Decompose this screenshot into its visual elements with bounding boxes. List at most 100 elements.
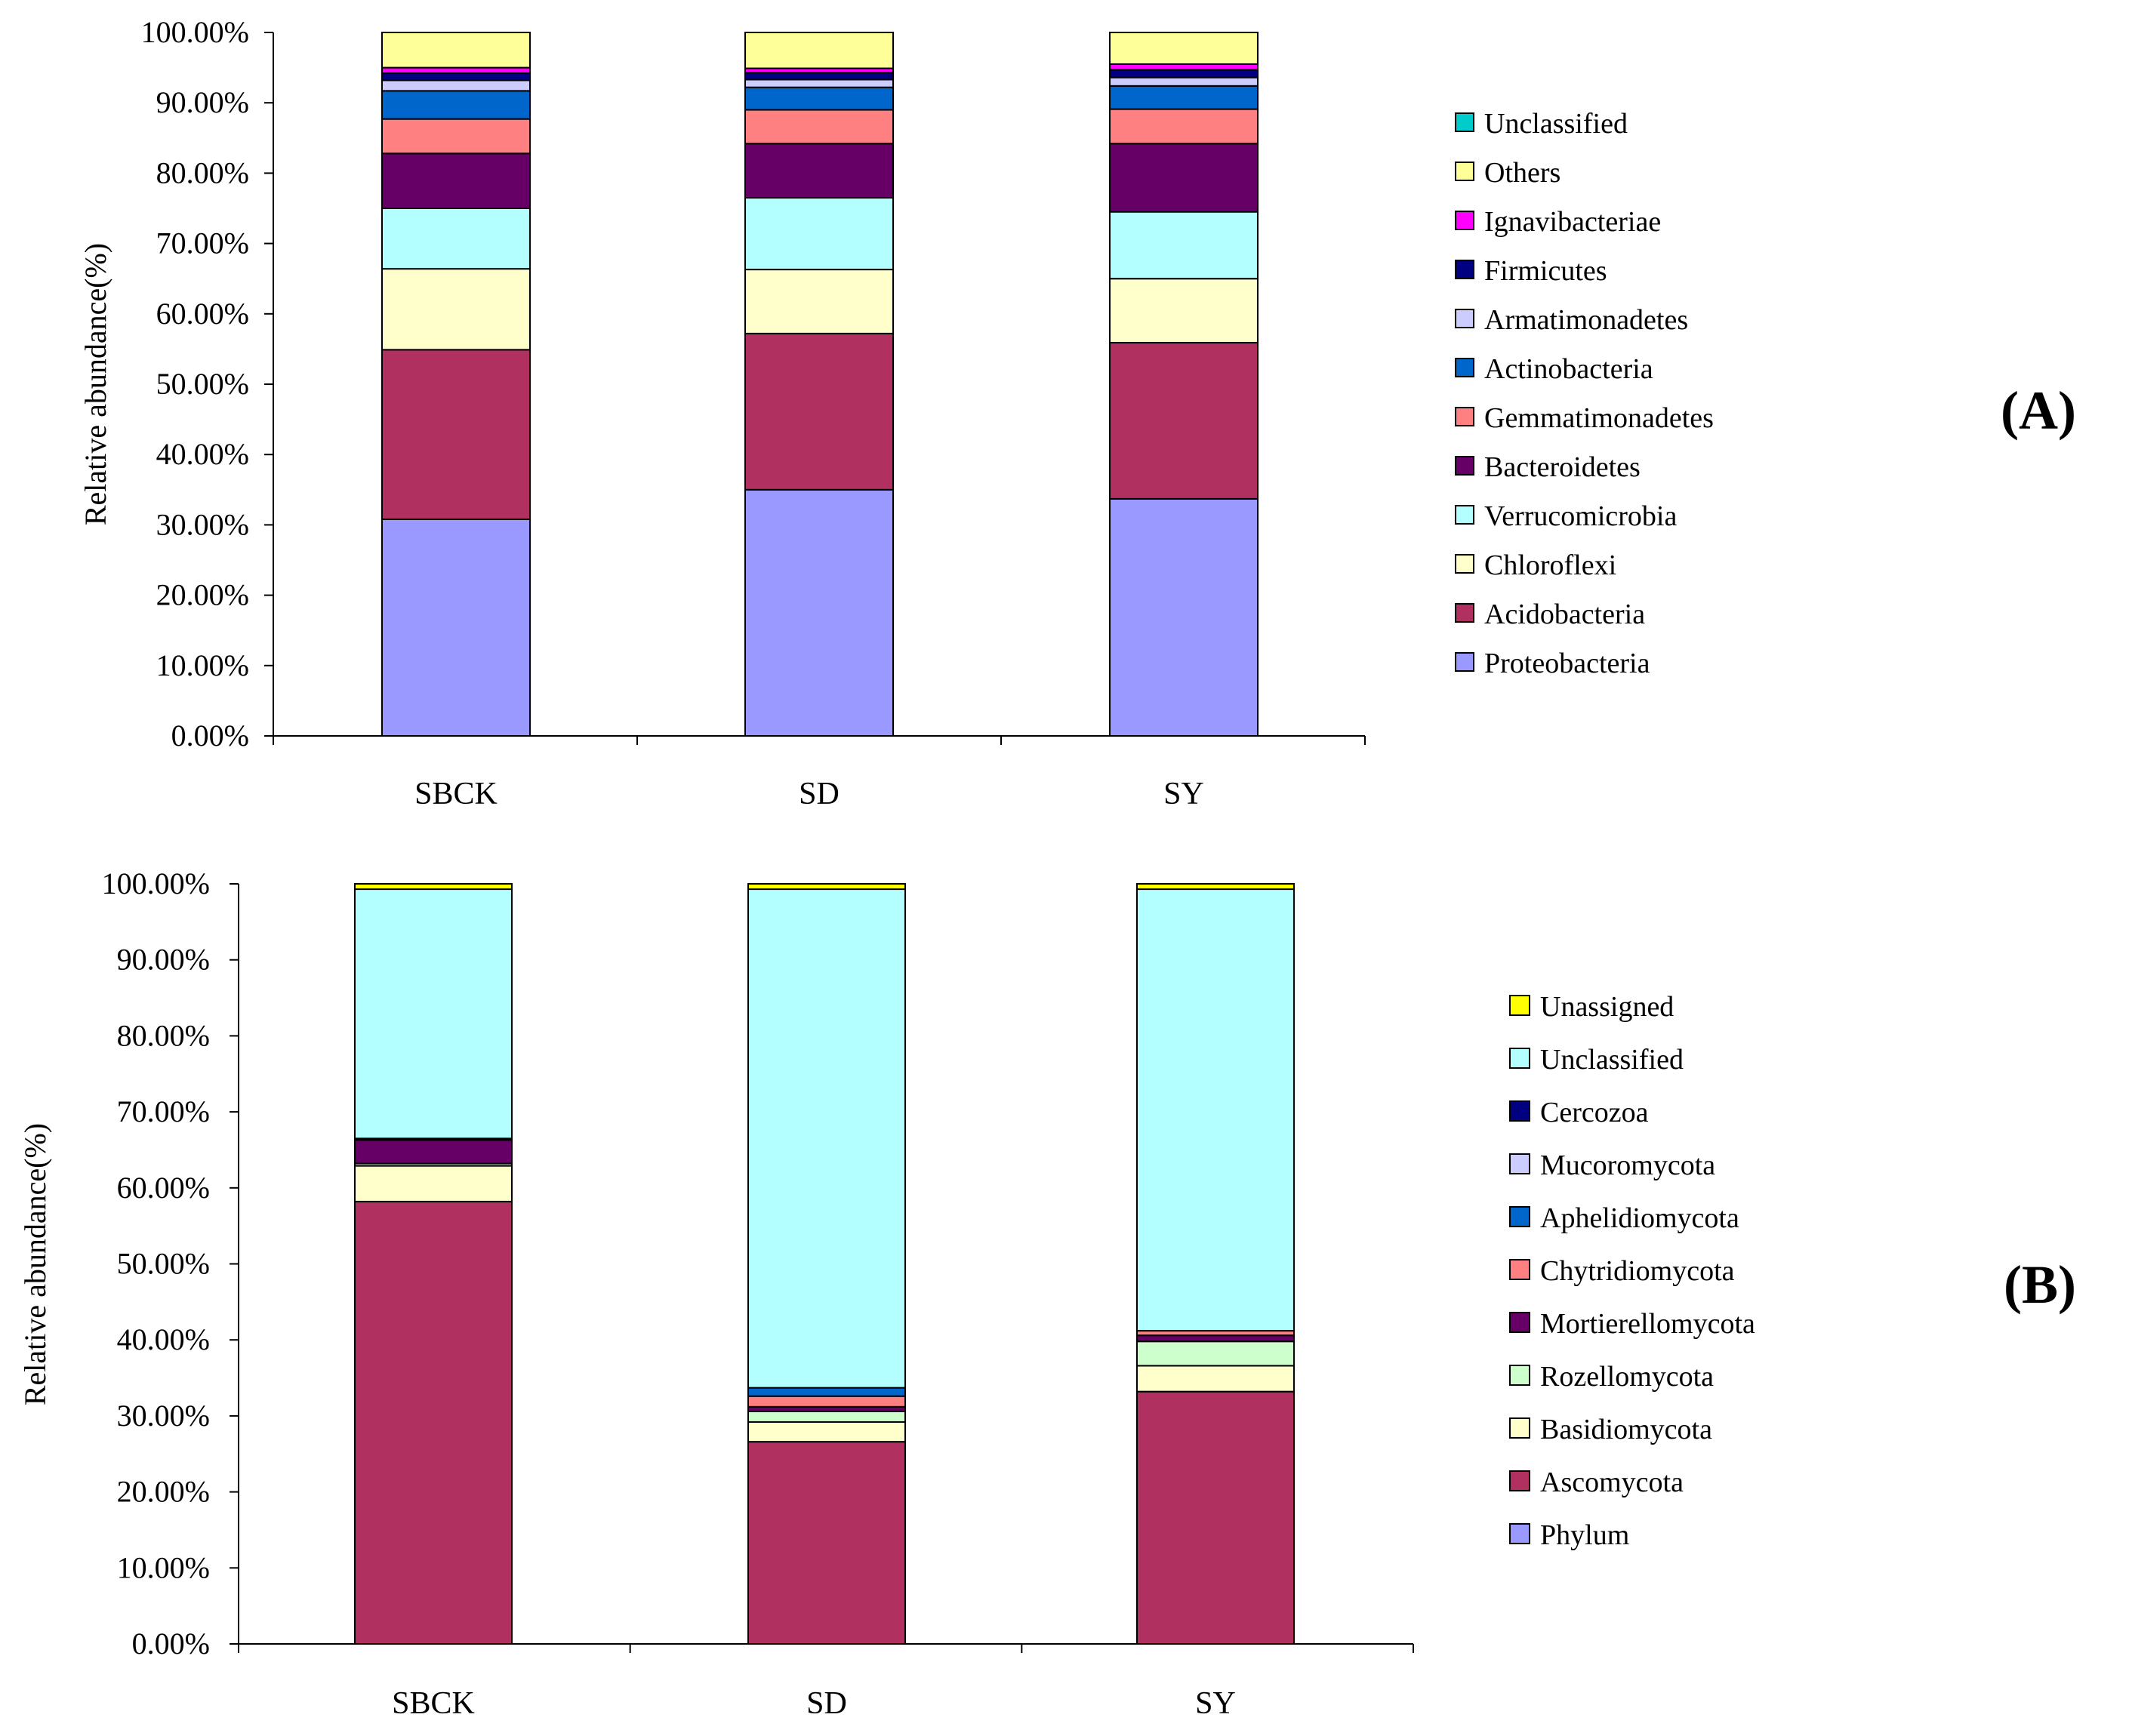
panel-a-bar-sbck-armatimonadetes — [381, 79, 531, 92]
panel-a-legend-label-gemmatimonadetes: Gemmatimonadetes — [1484, 402, 1714, 434]
panel-a-y-tick-label: 80.00% — [156, 155, 249, 189]
panel-b-y-tick-label: 40.00% — [117, 1322, 210, 1356]
panel-b-legend-label-unclassified: Unclassified — [1540, 1044, 1684, 1076]
panel-a-legend-label-ignavibacteriae: Ignavibacteriae — [1484, 206, 1661, 238]
panel-a-y-tick-label: 10.00% — [156, 648, 249, 682]
panel-a-bar-sbck-acidobacteria — [381, 349, 531, 520]
panel-a-bar-sbck-firmicutes — [381, 72, 531, 82]
panel-a-bar-sy-verrucomicrobia — [1109, 211, 1259, 280]
panel-b-y-tick-label: 30.00% — [117, 1399, 210, 1433]
panel-a-category-label-sd: SD — [799, 777, 840, 811]
panel-a-bar-sy-acidobacteria — [1109, 342, 1259, 500]
panel-a-bar-sy-others — [1109, 32, 1259, 65]
panel-a-bar-sd-actinobacteria — [744, 86, 894, 111]
panel-b-bar-sd-rozellomycota — [747, 1410, 906, 1423]
panel-b-label: (B) — [2004, 1254, 2076, 1315]
panel-a-y-axis-title: Relative abundance(%) — [79, 243, 112, 525]
panel-a-y-tick-label: 30.00% — [156, 507, 249, 541]
panel-a-bar-sd-bacteroidetes — [744, 143, 894, 199]
panel-a-bar-sd-others — [744, 32, 894, 69]
panel-b-legend-swatch-ascomycota — [1509, 1470, 1530, 1491]
panel-b-y-tick-label: 10.00% — [117, 1550, 210, 1584]
panel-a-legend-label-chloroflexi: Chloroflexi — [1484, 549, 1616, 581]
panel-a-bar-sd-acidobacteria — [744, 332, 894, 491]
panel-a-y-tick-label: 100.00% — [141, 15, 249, 49]
panel-b-legend-swatch-phylum — [1509, 1523, 1530, 1544]
panel-a-bar-sd-firmicutes — [744, 72, 894, 81]
panel-b-legend-swatch-unclassified — [1509, 1048, 1530, 1069]
panel-b-bar-sd-ascomycota — [747, 1441, 906, 1645]
panel-a-bar-sd-verrucomicrobia — [744, 197, 894, 271]
panel-a-y-tick-label: 0.00% — [171, 719, 249, 753]
panel-b-bar-sbck-unclassified — [354, 888, 513, 1140]
panel-b-category-label-sd: SD — [806, 1686, 847, 1721]
panel-b-chart: 0.00% 10.00% 20.00% 30.00% 40.00% 50.00% 60.00… — [18, 866, 2076, 1721]
panel-a-legend-label-acidobacteria: Acidobacteria — [1484, 599, 1645, 630]
panel-a-legend-swatch-firmicutes — [1455, 260, 1474, 279]
panel-a-legend-swatch-chloroflexi — [1455, 554, 1474, 574]
panel-a-bar-sd-armatimonadetes — [744, 78, 894, 88]
panel-a-y-tick-label: 60.00% — [156, 297, 249, 331]
panel-a-legend-swatch-bacteroidetes — [1455, 456, 1474, 476]
panel-b-bar-sy-unassigned — [1136, 883, 1295, 891]
panel-b-bar-sd-aphelidiomycota — [747, 1387, 906, 1397]
panel-b-legend-label-ascomycota: Ascomycota — [1540, 1467, 1684, 1498]
panel-a-legend-swatch-acidobacteria — [1455, 603, 1474, 623]
panel-a-legend-label-firmicutes: Firmicutes — [1484, 255, 1607, 287]
panel-b-bar-sbck-mortierellomycota — [354, 1139, 513, 1165]
panel-a-bar-sy-proteobacteria — [1109, 497, 1259, 737]
panel-b-y-tick-label: 60.00% — [117, 1171, 210, 1205]
panel-a-bar-sbck-gemmatimonadetes — [381, 118, 531, 155]
panel-a-y-tick-label: 20.00% — [156, 578, 249, 612]
panel-b-bar-sy-rozellomycota — [1136, 1340, 1295, 1367]
panel-a-legend-swatch-armatimonadetes — [1455, 309, 1474, 328]
panel-a-bar-sbck-actinobacteria — [381, 90, 531, 120]
panel-a-legend-swatch-others — [1455, 162, 1474, 181]
panel-a-bar-sy-actinobacteria — [1109, 85, 1259, 110]
panel-a-bar-sy-gemmatimonadetes — [1109, 108, 1259, 145]
panel-b-y-tick-label: 90.00% — [117, 943, 210, 977]
panel-b-legend-swatch-mucoromycota — [1509, 1153, 1530, 1174]
panel-a-legend-swatch-ignavibacteriae — [1455, 211, 1474, 230]
panel-b-bar-sy-unclassified — [1136, 888, 1295, 1332]
panel-b-y-tick-label: 0.00% — [132, 1627, 210, 1661]
panel-a-bar-sd-proteobacteria — [744, 488, 894, 737]
panel-a-legend-label-unclassified: Unclassified — [1484, 108, 1628, 140]
panel-b-legend-label-rozellomycota: Rozellomycota — [1540, 1361, 1714, 1393]
panel-b-bar-sbck-ascomycota — [354, 1200, 513, 1645]
panel-b-category-label-sy: SY — [1195, 1686, 1236, 1721]
panel-a-legend-label-others: Others — [1484, 157, 1560, 189]
panel-b-legend-label-aphelidiomycota: Aphelidiomycota — [1540, 1202, 1739, 1234]
panel-a-bar-sbck-ignavibacteriae — [381, 66, 531, 75]
panel-a-legend-swatch-actinobacteria — [1455, 358, 1474, 377]
panel-b-bar-sd-unclassified — [747, 888, 906, 1389]
panel-b-legend-label-chytridiomycota: Chytridiomycota — [1540, 1255, 1735, 1287]
panel-b-legend-swatch-chytridiomycota — [1509, 1259, 1530, 1280]
panel-b-bar-sd-chytridiomycota — [747, 1395, 906, 1408]
panel-a-category-label-sy: SY — [1163, 777, 1204, 811]
panel-b-legend-label-phylum: Phylum — [1540, 1519, 1629, 1551]
panel-b-y-tick-label: 20.00% — [117, 1475, 210, 1509]
panel-b-legend-swatch-unassigned — [1509, 995, 1530, 1016]
panel-a-legend-label-bacteroidetes: Bacteroidetes — [1484, 451, 1641, 483]
panel-a-legend-swatch-gemmatimonadetes — [1455, 407, 1474, 426]
panel-b-bar-sd-unassigned — [747, 883, 906, 891]
panel-b-y-tick-label: 70.00% — [117, 1094, 210, 1128]
panel-a-category-label-sbck: SBCK — [414, 777, 498, 811]
panel-b-bar-sy-basidiomycota — [1136, 1365, 1295, 1393]
panel-a-legend-swatch-proteobacteria — [1455, 652, 1474, 672]
panel-a-y-tick-label: 70.00% — [156, 226, 249, 260]
panel-a-bar-sy-armatimonadetes — [1109, 76, 1259, 87]
panel-a-legend-label-actinobacteria: Actinobacteria — [1484, 353, 1653, 385]
panel-b-legend-swatch-rozellomycota — [1509, 1365, 1530, 1386]
panel-a-bar-sy-firmicutes — [1109, 69, 1259, 78]
panel-b-legend-label-mortierellomycota: Mortierellomycota — [1540, 1308, 1755, 1340]
panel-b-legend-label-unassigned: Unassigned — [1540, 991, 1674, 1023]
panel-a-legend-swatch-verrucomicrobia — [1455, 505, 1474, 525]
panel-a-y-tick-label: 50.00% — [156, 367, 249, 401]
panel-b-y-tick-label: 100.00% — [102, 866, 210, 900]
panel-b-legend-label-basidiomycota: Basidiomycota — [1540, 1414, 1712, 1445]
panel-b-category-label-sbck: SBCK — [392, 1686, 475, 1721]
panel-b-bar-sbck-basidiomycota — [354, 1165, 513, 1202]
